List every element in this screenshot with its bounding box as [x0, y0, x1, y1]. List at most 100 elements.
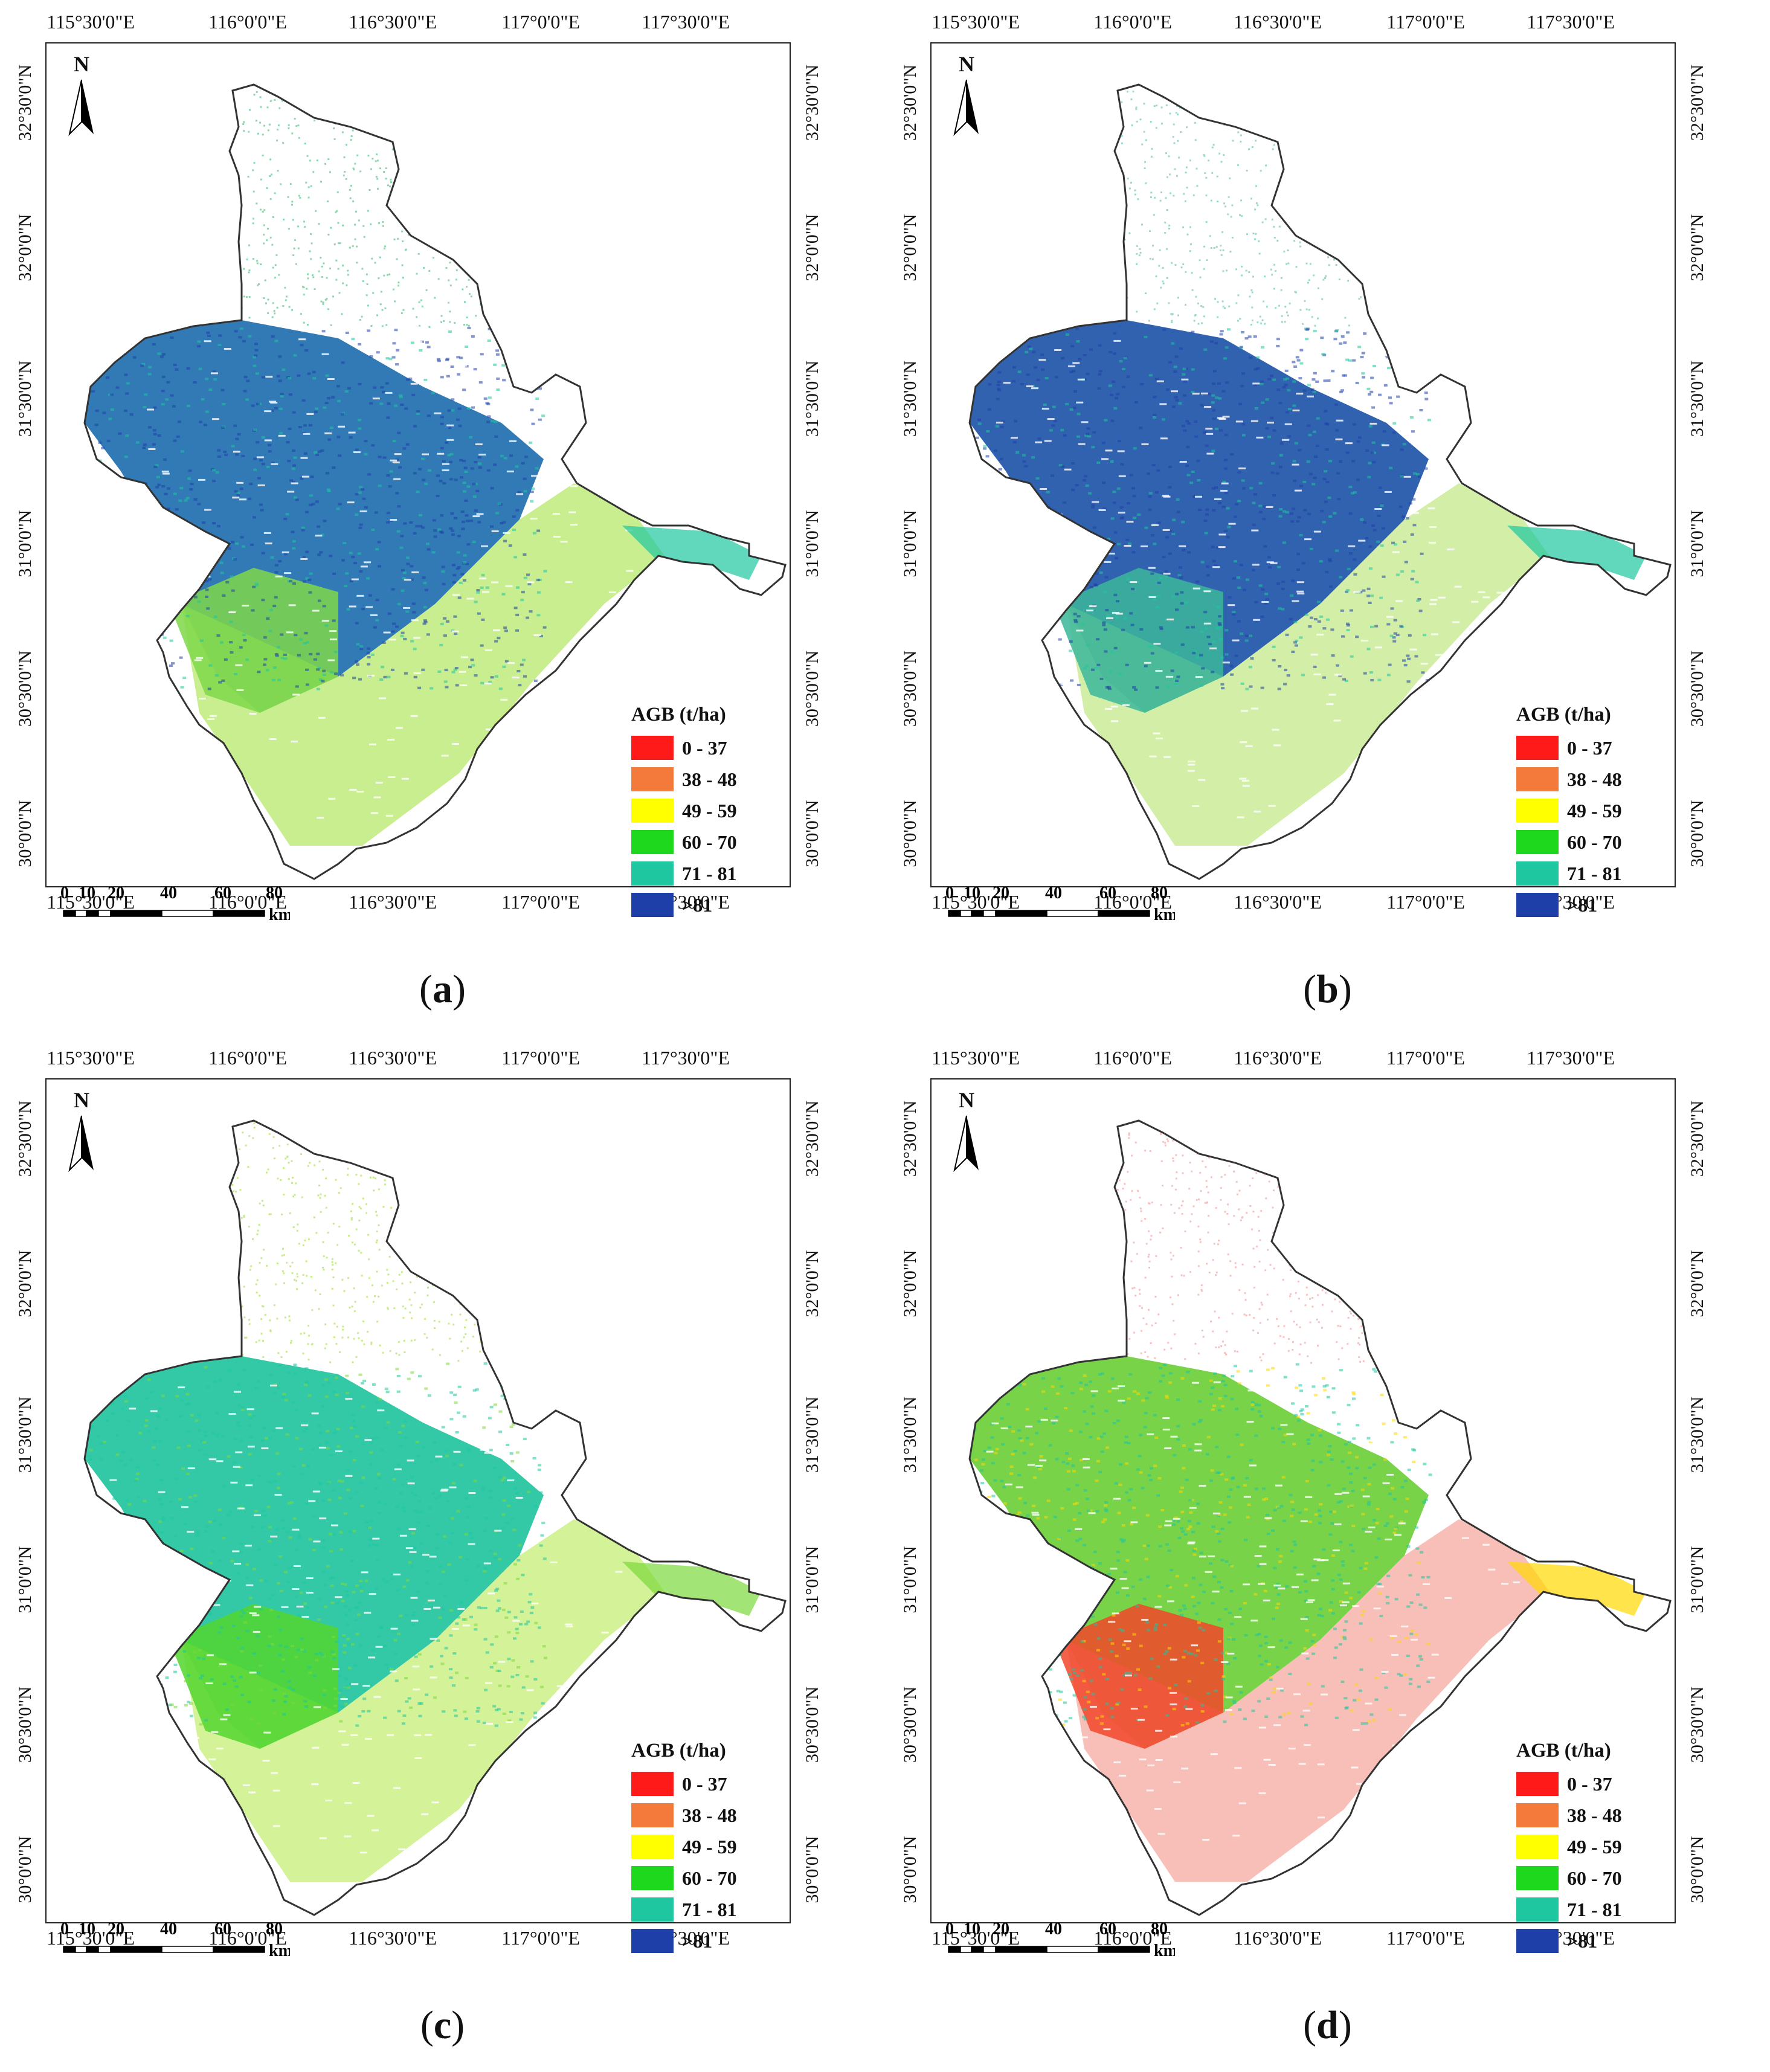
lon-tick-top: 116°0'0"E — [1093, 1047, 1172, 1069]
lat-tick-left: 32°0'0"N — [900, 1250, 920, 1318]
lon-tick-bot: 115°30'0"E — [47, 891, 135, 913]
lat-tick-right: 30°30'0"N — [802, 650, 822, 727]
scale-unit: km — [269, 1942, 290, 1960]
legend-item: 0 - 37 — [631, 1768, 776, 1800]
scale-label: 80 — [266, 1921, 283, 1938]
legend-swatch — [1516, 767, 1559, 791]
subfigure-label: (a) — [419, 967, 466, 1011]
lat-tick-right: 31°30'0"N — [802, 360, 822, 437]
legend-item: 38 - 48 — [631, 1800, 776, 1831]
scale-label: 20 — [108, 1921, 124, 1938]
legend-item: 71 - 81 — [631, 1894, 776, 1925]
lon-tick-top: 116°30'0"E — [1234, 1047, 1322, 1069]
lat-tick-right: 31°30'0"N — [1687, 360, 1707, 437]
north-arrow-icon: N — [951, 1087, 982, 1176]
legend-item: >81 — [1516, 889, 1661, 921]
lat-tick-right: 30°30'0"N — [1687, 650, 1707, 727]
lon-tick-bot: 116°0'0"E — [1093, 1927, 1172, 1949]
lat-tick-right: 32°0'0"N — [802, 214, 822, 282]
lat-tick-left: 30°0'0"N — [900, 1836, 920, 1903]
legend-swatch — [631, 736, 674, 760]
lat-tick-left: 31°30'0"N — [15, 360, 35, 437]
lat-tick-left: 32°30'0"N — [900, 64, 920, 141]
lat-tick-right: 30°0'0"N — [1687, 1836, 1707, 1903]
lat-tick-left: 31°30'0"N — [15, 1396, 35, 1473]
map-panel-d: 115°30'0"E 115°30'0"E 116°0'0"E 116°0'0"E 11… — [885, 1036, 1770, 2072]
scale-label: 0 — [60, 1921, 69, 1938]
lat-tick-left: 30°0'0"N — [15, 1836, 35, 1903]
lon-tick-top: 117°0'0"E — [1386, 1047, 1465, 1069]
legend-item: 38 - 48 — [1516, 1800, 1661, 1831]
scale-label: 80 — [1151, 1921, 1168, 1938]
lat-tick-left: 30°30'0"N — [900, 1686, 920, 1763]
legend: AGB (t/ha) 0 - 37 38 - 48 49 - 59 60 - 70 71 … — [1516, 704, 1661, 921]
legend-label: 71 - 81 — [1567, 862, 1622, 884]
lon-tick-bot: 115°30'0"E — [47, 1927, 135, 1949]
legend-item: 49 - 59 — [1516, 1831, 1661, 1862]
scale-label: 40 — [1045, 885, 1062, 902]
subfigure-label: (d) — [1303, 2003, 1352, 2047]
north-arrow-icon: N — [951, 51, 982, 140]
lat-tick-left: 32°30'0"N — [15, 64, 35, 141]
legend-swatch — [1516, 736, 1559, 760]
lat-tick-right: 31°0'0"N — [1687, 510, 1707, 578]
scale-bar: 0 10 20 40 60 80 km — [60, 884, 292, 930]
legend-label: 60 - 70 — [1567, 831, 1622, 853]
lat-tick-left: 30°0'0"N — [15, 800, 35, 867]
legend-label: >81 — [682, 1929, 713, 1952]
lon-tick-top: 117°30'0"E — [642, 11, 730, 33]
lon-tick-top: 115°30'0"E — [932, 11, 1020, 33]
north-label: N — [74, 52, 89, 76]
legend-swatch — [1516, 893, 1559, 917]
lon-tick-top: 117°0'0"E — [501, 1047, 580, 1069]
lat-tick-right: 30°0'0"N — [802, 800, 822, 867]
scale-label: 10 — [964, 1921, 980, 1938]
scale-label: 0 — [945, 885, 954, 902]
legend-swatch — [1516, 1772, 1559, 1796]
legend-label: 49 - 59 — [1567, 1835, 1622, 1858]
legend: AGB (t/ha) 0 - 37 38 - 48 49 - 59 60 - 70 71 … — [1516, 1740, 1661, 1957]
lon-tick-bot: 116°30'0"E — [1234, 1927, 1322, 1949]
legend-swatch — [631, 1772, 674, 1796]
lat-tick-right: 32°30'0"N — [802, 64, 822, 141]
map-panel-c: 115°30'0"E 115°30'0"E 116°0'0"E 116°0'0"E 11… — [0, 1036, 885, 2072]
subfigure-label: (b) — [1303, 967, 1352, 1011]
scale-label: 20 — [108, 885, 124, 902]
scale-label: 60 — [214, 885, 231, 902]
lon-tick-bot: 115°30'0"E — [932, 891, 1020, 913]
map-panel-b: 115°30'0"E 115°30'0"E 116°0'0"E 116°0'0"E 11… — [885, 0, 1770, 1036]
legend-label: 60 - 70 — [1567, 1867, 1622, 1889]
legend-item: >81 — [631, 889, 776, 921]
legend-title: AGB (t/ha) — [1516, 1740, 1611, 1762]
lon-tick-top: 116°0'0"E — [1093, 11, 1172, 33]
lat-tick-right: 32°0'0"N — [1687, 1250, 1707, 1318]
lat-tick-left: 30°30'0"N — [900, 650, 920, 727]
lon-tick-top: 117°30'0"E — [642, 1047, 730, 1069]
north-label: N — [74, 1088, 89, 1112]
lat-tick-left: 30°30'0"N — [15, 650, 35, 727]
lat-tick-left: 31°30'0"N — [900, 1396, 920, 1473]
legend-swatch — [631, 893, 674, 917]
legend-item: 38 - 48 — [631, 764, 776, 795]
lon-tick-top: 115°30'0"E — [47, 1047, 135, 1069]
lat-tick-left: 31°0'0"N — [15, 1546, 35, 1614]
scale-label: 0 — [60, 885, 69, 902]
lat-tick-left: 32°0'0"N — [15, 214, 35, 282]
lat-tick-right: 32°30'0"N — [1687, 1100, 1707, 1177]
legend-swatch — [1516, 1897, 1559, 1922]
legend-label: 49 - 59 — [682, 1835, 737, 1858]
legend-item: >81 — [1516, 1925, 1661, 1957]
legend-swatch — [1516, 1866, 1559, 1890]
legend-label: >81 — [1567, 1929, 1598, 1952]
scale-label: 0 — [945, 1921, 954, 1938]
legend-label: 0 - 37 — [682, 1772, 727, 1795]
legend-item: 71 - 81 — [1516, 858, 1661, 889]
lat-tick-right: 31°30'0"N — [1687, 1396, 1707, 1473]
legend-label: 60 - 70 — [682, 831, 737, 853]
legend-swatch — [631, 1866, 674, 1890]
scale-label: 40 — [1045, 1921, 1062, 1938]
lat-tick-left: 32°0'0"N — [15, 1250, 35, 1318]
lon-tick-bot: 116°30'0"E — [349, 891, 437, 913]
scale-label: 60 — [1099, 885, 1116, 902]
legend-swatch — [631, 1835, 674, 1859]
